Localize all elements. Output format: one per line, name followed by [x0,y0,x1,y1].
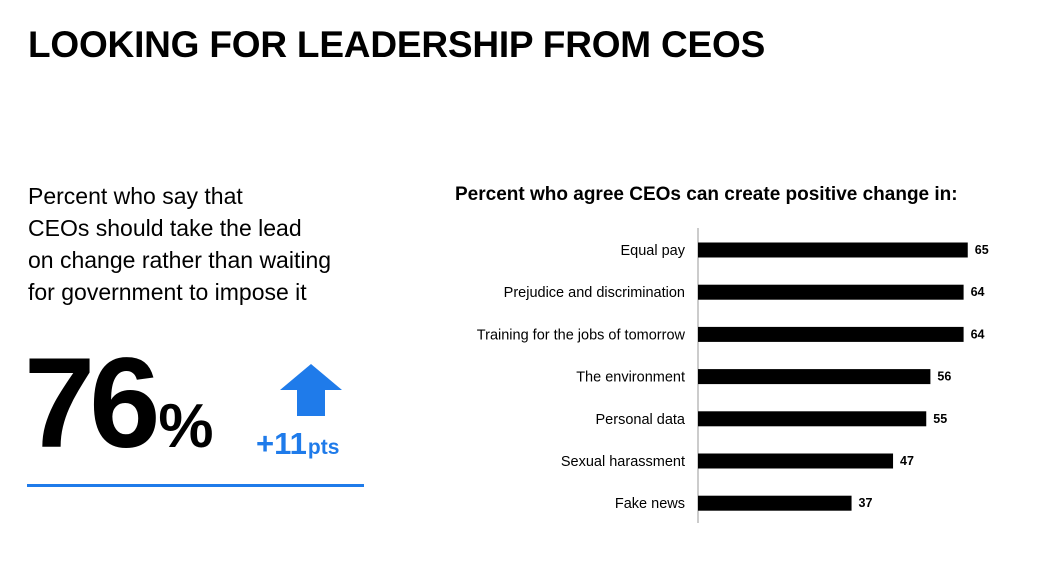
stat-description-line: Percent who say that [28,183,243,209]
category-label: Prejudice and discrimination [504,285,685,301]
category-label: Training for the jobs of tomorrow [477,327,686,343]
bar [698,326,964,342]
change-indicator: +11pts [252,364,362,464]
bar [698,242,968,258]
bar [698,284,964,300]
stat-description-line: CEOs should take the lead [28,215,302,241]
bar [698,369,931,385]
stat-description: Percent who say that CEOs should take th… [28,180,368,308]
chart-title: Percent who agree CEOs can create positi… [455,184,958,205]
stat-unit: % [158,392,214,461]
bar-value-label: 37 [859,496,873,510]
bar-value-label: 56 [937,370,951,384]
up-arrow-icon [280,364,342,416]
change-unit: pts [307,436,340,459]
bar-value-label: 55 [933,412,947,426]
headline-stat: 76 % [24,340,214,480]
page-title: LOOKING FOR LEADERSHIP FROM CEOS [28,24,766,65]
category-label: The environment [576,370,685,386]
bar [698,495,852,511]
stat-underline [27,484,364,487]
stat-description-line: on change rather than waiting [28,247,332,273]
category-label: Personal data [596,412,686,428]
category-label: Fake news [615,496,685,512]
category-label: Equal pay [621,243,686,259]
bar [698,411,927,427]
bar [698,453,894,469]
bar-value-label: 47 [900,454,914,468]
stat-description-line: for government to impose it [28,279,307,305]
change-value: +11 [256,426,307,461]
bar-value-label: 64 [971,327,985,341]
bar-value-label: 64 [971,285,985,299]
bar-chart: Equal pay 65 Prejudice and discrimination 6… [477,228,989,523]
change-label: +11pts [256,426,339,462]
stat-value: 76 [24,332,160,475]
category-label: Sexual harassment [561,454,685,470]
bar-value-label: 65 [975,243,989,257]
